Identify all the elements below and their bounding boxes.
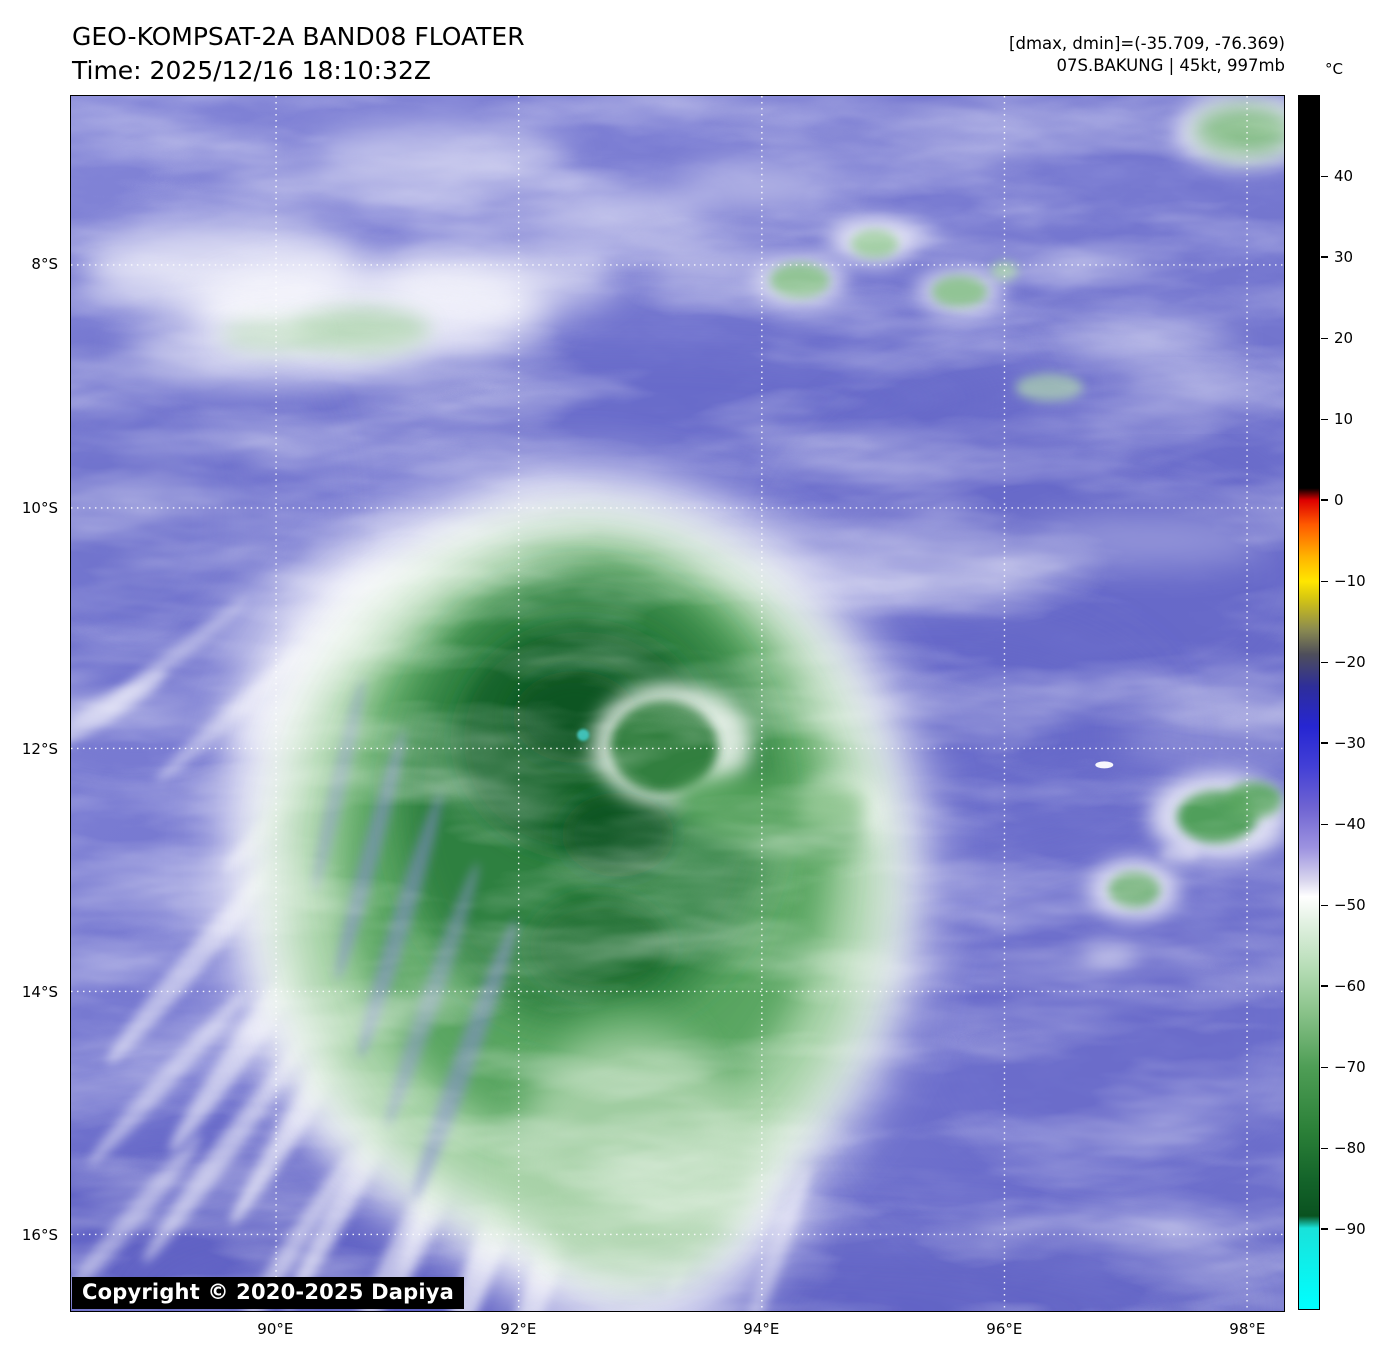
colorbar-tick-mark — [1321, 256, 1328, 258]
colorbar-tick: −20 — [1321, 652, 1366, 672]
lat-tick-label: 8°S — [0, 255, 58, 273]
colorbar-tick-mark — [1321, 985, 1328, 987]
plot-area — [70, 95, 1285, 1312]
colorbar-tick-mark — [1321, 338, 1328, 340]
colorbar-unit-label: °C — [1325, 60, 1343, 78]
lon-tick-label: 90°E — [257, 1320, 293, 1338]
colorbar-tick: −60 — [1321, 976, 1366, 996]
colorbar-tick-mark — [1321, 499, 1328, 501]
colorbar-tick-mark — [1321, 419, 1328, 421]
figure-header-right: [dmax, dmin]=(-35.709, -76.369) 07S.BAKU… — [1009, 33, 1285, 77]
lon-tick-label: 96°E — [986, 1320, 1022, 1338]
colorbar-gradient — [1298, 95, 1320, 1310]
lat-tick-label: 16°S — [0, 1226, 58, 1244]
lon-tick-label: 98°E — [1229, 1320, 1265, 1338]
colorbar-tick-mark — [1321, 1228, 1328, 1230]
lat-axis: 8°S 10°S 12°S 14°S 16°S — [0, 95, 64, 1312]
lon-tick-label: 94°E — [743, 1320, 779, 1338]
colorbar-tick-mark — [1321, 176, 1328, 178]
lat-tick-label: 10°S — [0, 499, 58, 517]
colorbar-tick: −30 — [1321, 733, 1366, 753]
colorbar-tick: −70 — [1321, 1057, 1366, 1077]
colorbar-tick-mark — [1321, 742, 1328, 744]
copyright-badge: Copyright © 2020-2025 Dapiya — [72, 1277, 464, 1309]
colorbar-tick: −50 — [1321, 895, 1366, 915]
lat-tick-label: 14°S — [0, 983, 58, 1001]
storm-info: 07S.BAKUNG | 45kt, 997mb — [1009, 55, 1285, 77]
colorbar-tick: 20 — [1321, 328, 1353, 348]
colorbar-tick-mark — [1321, 1067, 1328, 1069]
colorbar-ticks: 40 30 20 10 0 −10 −20 −30 −40 −50 −60 −70 −80 −90 — [1321, 95, 1385, 1310]
dmax-dmin-readout: [dmax, dmin]=(-35.709, -76.369) — [1009, 33, 1285, 55]
colorbar-tick-mark — [1321, 824, 1328, 826]
colorbar-tick-mark — [1321, 905, 1328, 907]
lat-tick-label: 12°S — [0, 740, 58, 758]
colorbar-tick: −10 — [1321, 571, 1366, 591]
satellite-figure: GEO-KOMPSAT-2A BAND08 FLOATER Time: 2025… — [0, 0, 1388, 1359]
figure-title: GEO-KOMPSAT-2A BAND08 FLOATER — [72, 20, 525, 54]
satellite-image — [71, 96, 1284, 1311]
lon-axis: 90°E 92°E 94°E 96°E 98°E — [70, 1320, 1285, 1346]
colorbar-tick: 40 — [1321, 166, 1353, 186]
colorbar-tick-mark — [1321, 1148, 1328, 1150]
colorbar-tick: −40 — [1321, 814, 1366, 834]
figure-header: GEO-KOMPSAT-2A BAND08 FLOATER Time: 2025… — [72, 20, 525, 88]
colorbar-tick: −80 — [1321, 1138, 1366, 1158]
colorbar-tick: 10 — [1321, 409, 1353, 429]
colorbar-tick: 0 — [1321, 490, 1344, 510]
figure-time: Time: 2025/12/16 18:10:32Z — [72, 54, 525, 88]
cloud-wisp-texture — [71, 96, 1284, 1311]
colorbar-tick-mark — [1321, 662, 1328, 664]
colorbar-tick: −90 — [1321, 1219, 1366, 1239]
colorbar-tick-mark — [1321, 581, 1328, 583]
colorbar-tick: 30 — [1321, 247, 1353, 267]
lon-tick-label: 92°E — [500, 1320, 536, 1338]
